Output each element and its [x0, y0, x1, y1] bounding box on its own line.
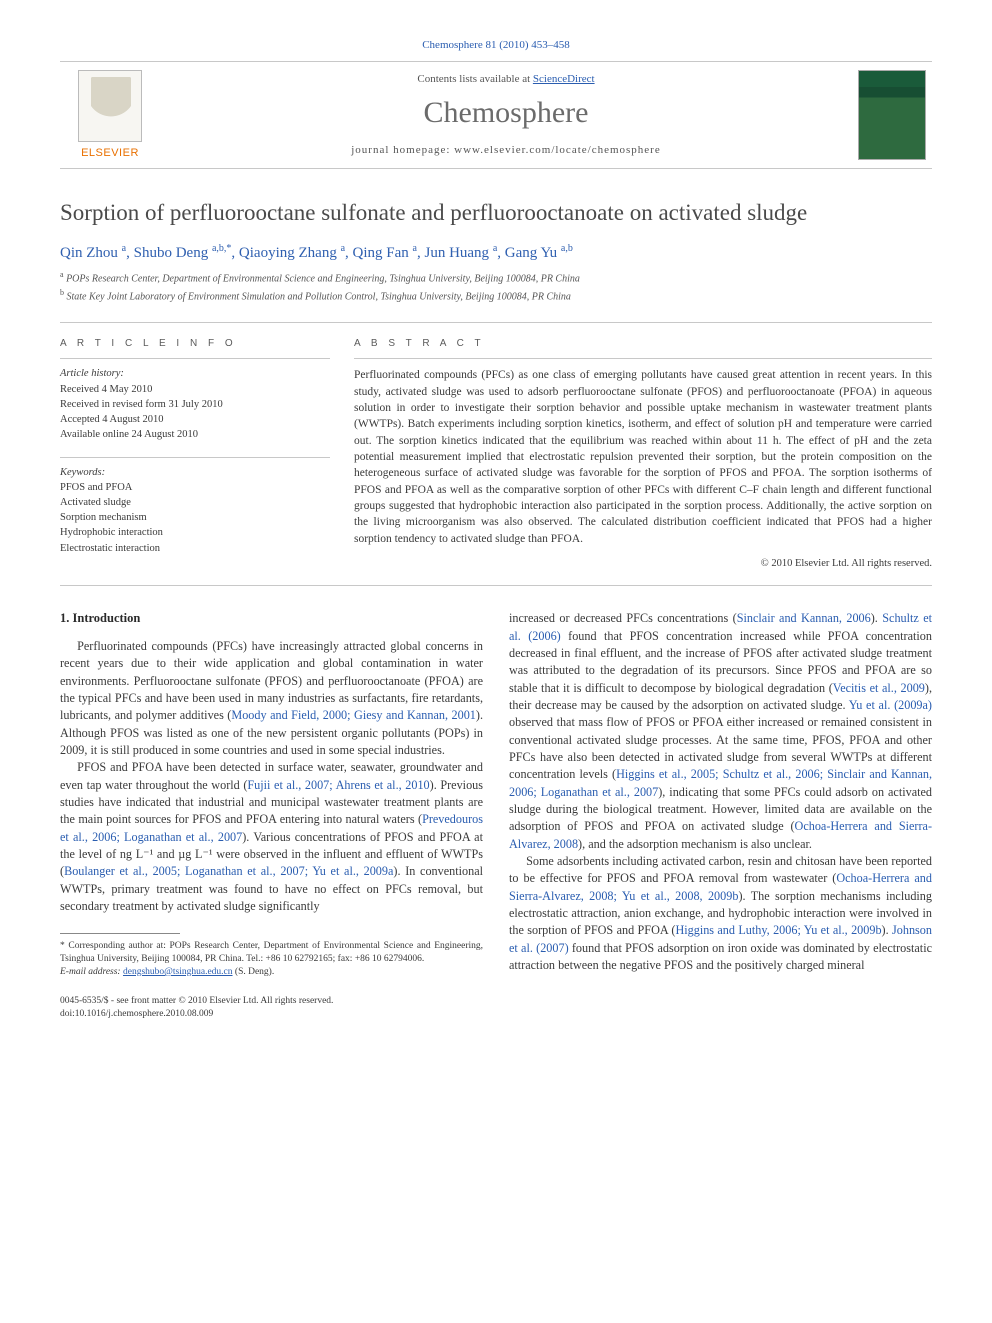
body-text: ), and the adsorption mechanism is also … [578, 837, 812, 851]
main-col-right: increased or decreased PFCs concentratio… [509, 610, 932, 978]
sciencedirect-link[interactable]: ScienceDirect [533, 73, 595, 85]
email-author: (S. Deng). [235, 967, 274, 977]
citation-link[interactable]: Yu et al. (2009a) [849, 698, 932, 712]
email-link[interactable]: dengshubo@tsinghua.edu.cn [123, 967, 233, 977]
keyword: Activated sludge [60, 495, 330, 510]
author: Gang Yu a,b [505, 245, 573, 261]
body-text: ). [882, 923, 892, 937]
body-text: found that PFOS adsorption on iron oxide… [509, 941, 932, 972]
main-body-columns: 1. Introduction Perfluorinated compounds… [60, 610, 932, 978]
main-col-left: 1. Introduction Perfluorinated compounds… [60, 610, 483, 978]
history-line: Accepted 4 August 2010 [60, 412, 330, 427]
history-line: Received in revised form 31 July 2010 [60, 397, 330, 412]
page-footer-row: 0045-6535/$ - see front matter © 2010 El… [60, 995, 932, 1021]
citation-link[interactable]: Higgins and Luthy, 2006; Yu et al., 2009… [675, 923, 881, 937]
author: Jun Huang a [424, 245, 497, 261]
elsevier-tree-icon [78, 70, 142, 142]
article-info-heading: A R T I C L E I N F O [60, 337, 330, 351]
keyword: Electrostatic interaction [60, 541, 330, 556]
homepage-url[interactable]: www.elsevier.com/locate/chemosphere [454, 144, 661, 156]
body-text: increased or decreased PFCs concentratio… [509, 611, 737, 625]
front-matter-footer: 0045-6535/$ - see front matter © 2010 El… [60, 995, 333, 1021]
citation-link[interactable]: Boulanger et al., 2005; Loganathan et al… [64, 864, 393, 878]
journal-cover-thumbnail [858, 70, 926, 160]
article-info-row: A R T I C L E I N F O Article history: R… [60, 337, 932, 571]
history-line: Received 4 May 2010 [60, 382, 330, 397]
abstract-text: Perfluorinated compounds (PFCs) as one c… [354, 367, 932, 547]
publisher-wordmark: ELSEVIER [81, 146, 139, 161]
corresponding-author-footnote: * Corresponding author at: POPs Research… [60, 940, 483, 978]
body-paragraph: Perfluorinated compounds (PFCs) have inc… [60, 638, 483, 759]
footnote-email-line: E-mail address: dengshubo@tsinghua.edu.c… [60, 966, 483, 979]
article-history-label: Article history: [60, 367, 330, 381]
front-matter-line: 0045-6535/$ - see front matter © 2010 El… [60, 995, 333, 1008]
affiliation-list: a POPs Research Center, Department of En… [60, 269, 932, 304]
footnote-separator [60, 933, 180, 934]
section-divider [60, 585, 932, 586]
keyword: PFOS and PFOA [60, 480, 330, 495]
author-affil-mark: a [493, 243, 497, 254]
author-affil-mark: a [122, 243, 126, 254]
keywords-label: Keywords: [60, 466, 330, 480]
author: Qin Zhou a [60, 245, 126, 261]
author-affil-mark: a,b,* [212, 243, 231, 254]
affiliation-mark: a [60, 270, 64, 279]
history-line: Available online 24 August 2010 [60, 427, 330, 442]
journal-header: ELSEVIER Contents lists available at Sci… [60, 61, 932, 169]
affiliation: b State Key Joint Laboratory of Environm… [60, 287, 932, 304]
info-rule [60, 457, 330, 458]
citation-link[interactable]: Fujii et al., 2007; Ahrens et al., 2010 [247, 778, 429, 792]
affiliation-mark: b [60, 288, 64, 297]
info-rule [60, 358, 330, 359]
email-label: E-mail address: [60, 967, 121, 977]
journal-name: Chemosphere [168, 93, 844, 134]
affiliation: a POPs Research Center, Department of En… [60, 269, 932, 286]
copyright-line: © 2010 Elsevier Ltd. All rights reserved… [354, 557, 932, 571]
publisher-logo-cell: ELSEVIER [60, 68, 160, 162]
info-rule [354, 358, 932, 359]
author-list: Qin Zhou a, Shubo Deng a,b,*, Qiaoying Z… [60, 242, 932, 263]
keywords-lines: PFOS and PFOAActivated sludgeSorption me… [60, 480, 330, 556]
citation-link[interactable]: Moody and Field, 2000; Giesy and Kannan,… [231, 708, 476, 722]
author: Qiaoying Zhang a [239, 245, 345, 261]
keyword: Sorption mechanism [60, 510, 330, 525]
body-paragraph: PFOS and PFOA have been detected in surf… [60, 759, 483, 915]
author: Shubo Deng a,b,* [134, 245, 232, 261]
keyword: Hydrophobic interaction [60, 525, 330, 540]
citation-link[interactable]: Sinclair and Kannan, 2006 [737, 611, 871, 625]
journal-homepage-line: journal homepage: www.elsevier.com/locat… [168, 143, 844, 158]
contents-lists-line: Contents lists available at ScienceDirec… [168, 72, 844, 87]
footnote-text: * Corresponding author at: POPs Research… [60, 940, 483, 966]
citation-link[interactable]: Vecitis et al., 2009 [833, 681, 925, 695]
author: Qing Fan a [353, 245, 417, 261]
section-1-heading: 1. Introduction [60, 610, 483, 628]
author-affil-mark: a,b [561, 243, 573, 254]
journal-cover-cell [852, 68, 932, 162]
doi-line: doi:10.1016/j.chemosphere.2010.08.009 [60, 1008, 333, 1021]
homepage-prefix: journal homepage: [351, 144, 454, 156]
body-text: ). [871, 611, 883, 625]
author-affil-mark: a [341, 243, 345, 254]
abstract-column: A B S T R A C T Perfluorinated compounds… [354, 337, 932, 571]
article-title: Sorption of perfluorooctane sulfonate an… [60, 197, 932, 228]
author-affil-mark: a [413, 243, 417, 254]
article-info-left: A R T I C L E I N F O Article history: R… [60, 337, 330, 571]
journal-reference: Chemosphere 81 (2010) 453–458 [60, 38, 932, 53]
header-middle: Contents lists available at ScienceDirec… [160, 68, 852, 162]
body-paragraph: increased or decreased PFCs concentratio… [509, 610, 932, 853]
section-divider [60, 322, 932, 323]
abstract-heading: A B S T R A C T [354, 337, 932, 351]
article-history-lines: Received 4 May 2010Received in revised f… [60, 382, 330, 443]
contents-lists-prefix: Contents lists available at [417, 73, 532, 85]
body-paragraph: Some adsorbents including activated carb… [509, 853, 932, 974]
